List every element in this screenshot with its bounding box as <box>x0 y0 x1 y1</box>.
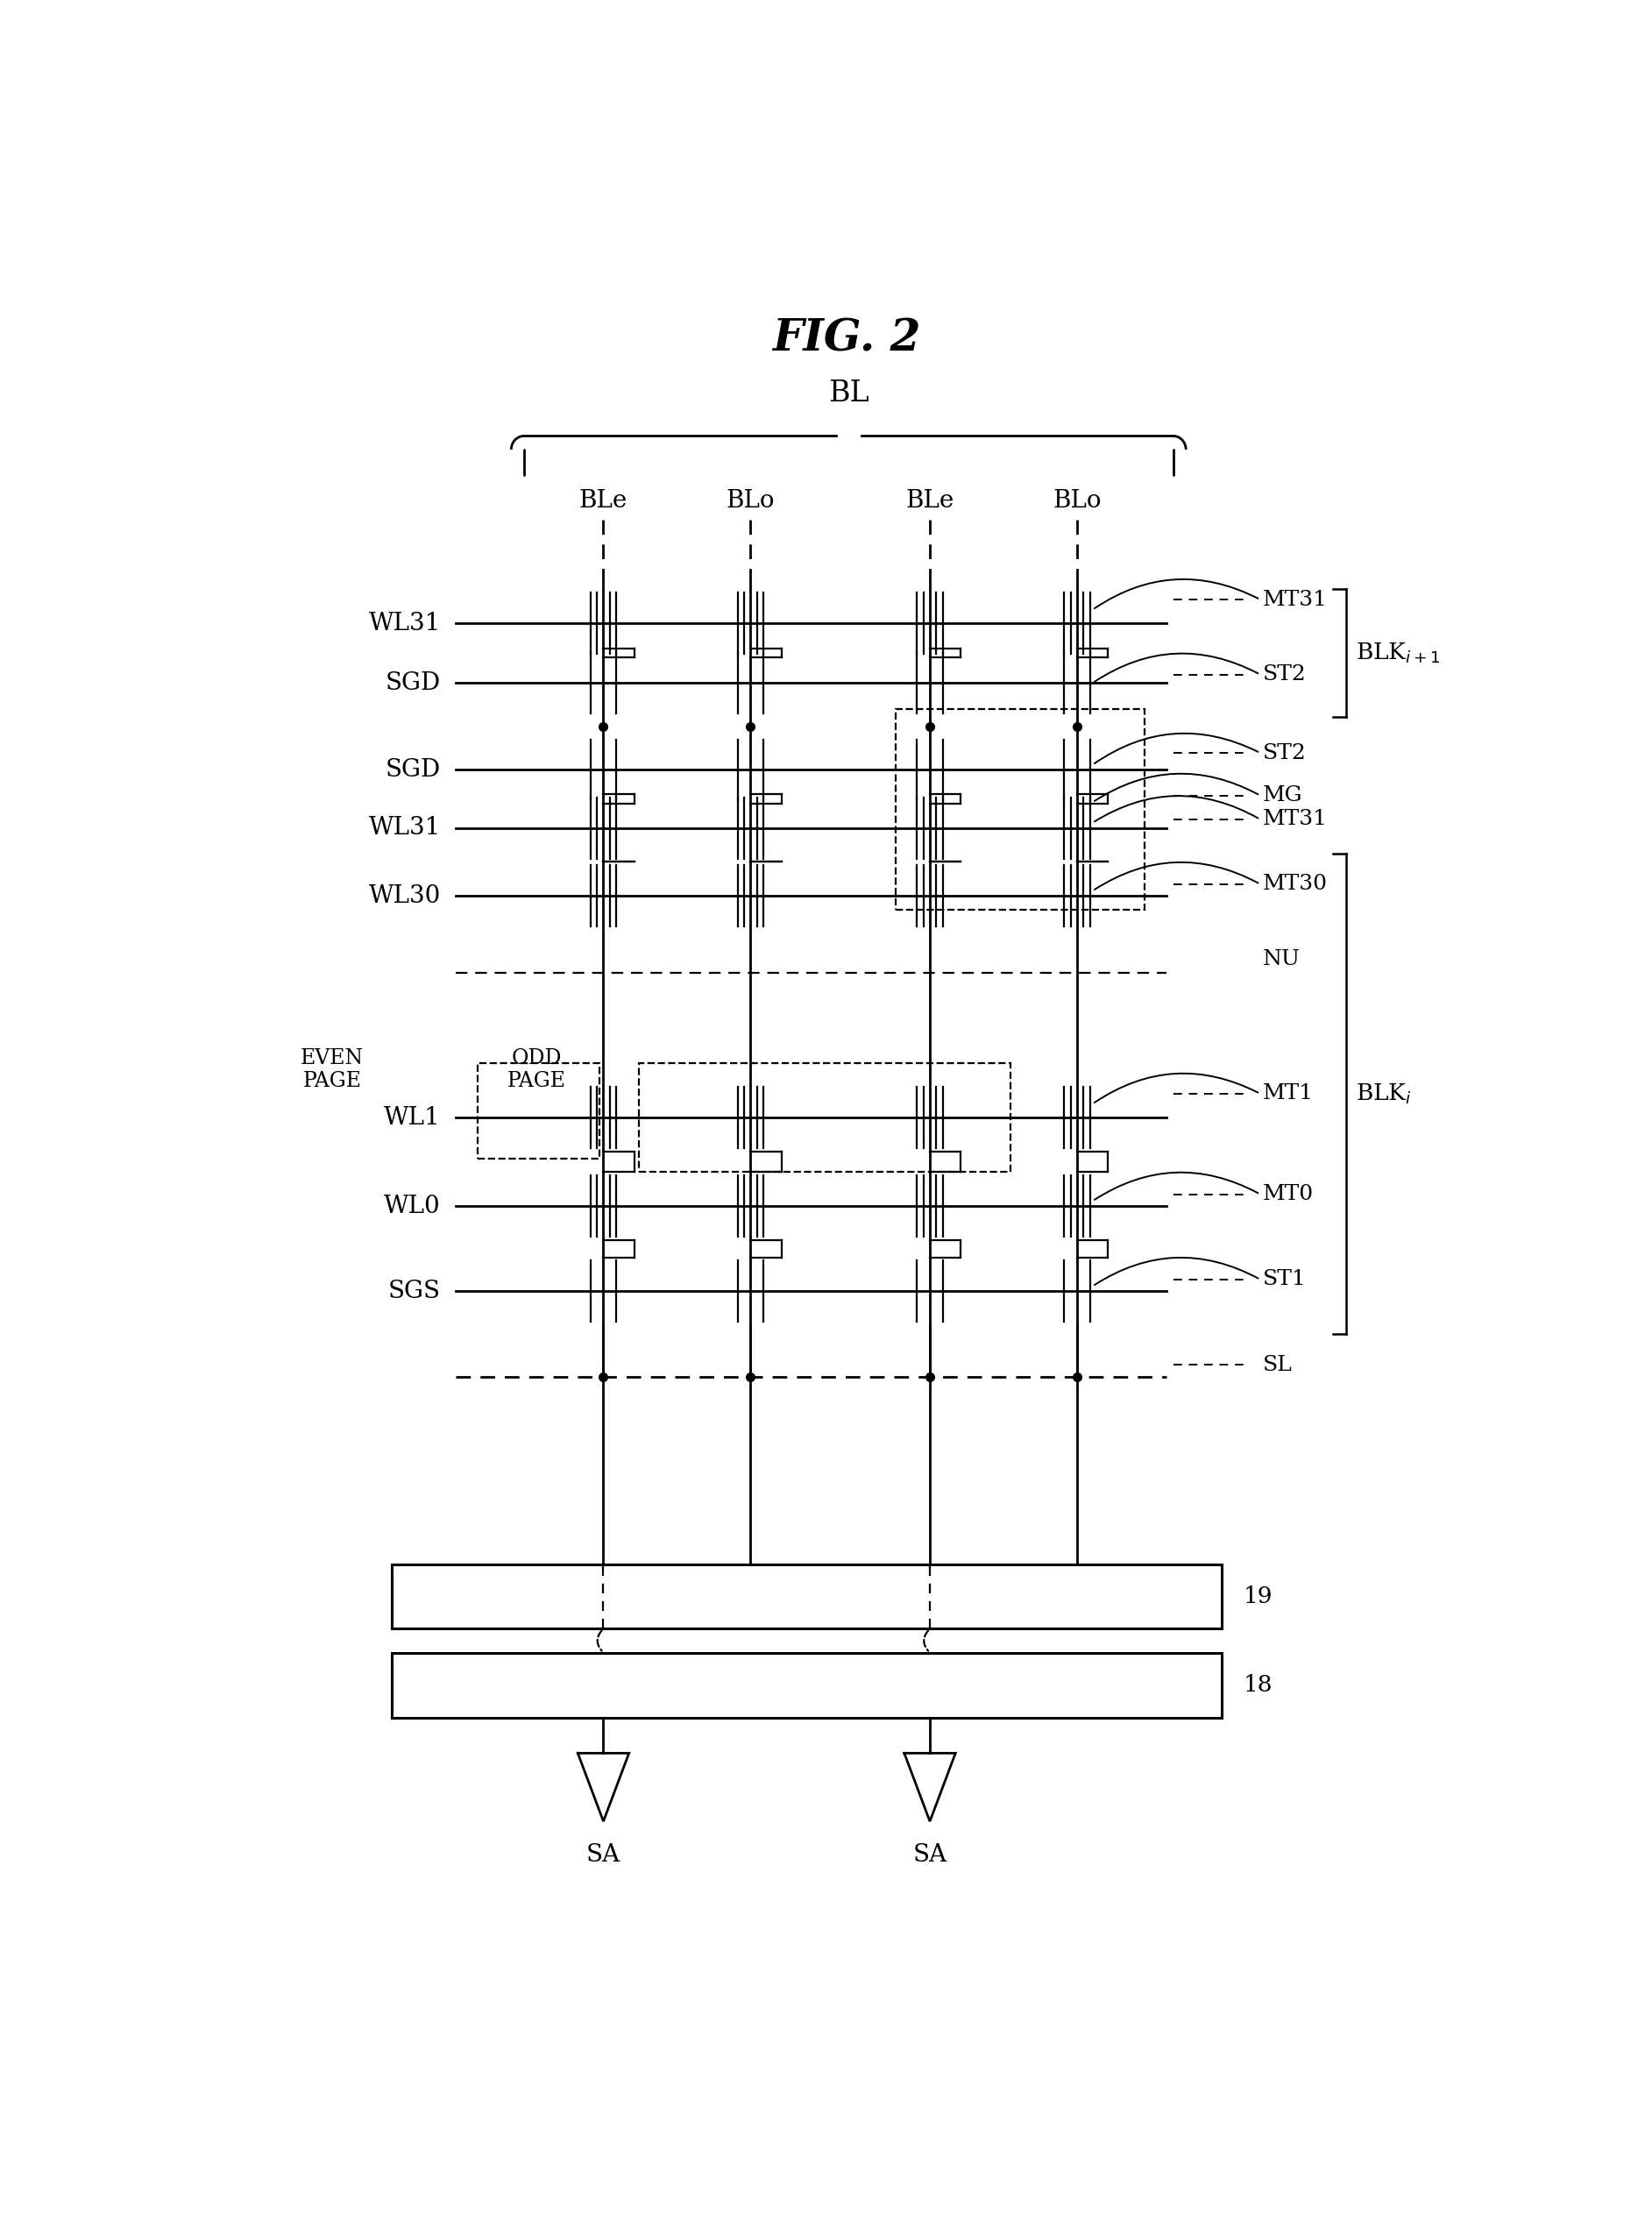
Text: MT31: MT31 <box>1262 589 1328 609</box>
Text: BLo: BLo <box>727 489 775 513</box>
Text: SA: SA <box>586 1843 621 1868</box>
Text: ST2: ST2 <box>1262 744 1307 763</box>
Text: ST2: ST2 <box>1262 664 1307 684</box>
Text: ODD
PAGE: ODD PAGE <box>507 1049 567 1091</box>
Text: MG: MG <box>1262 786 1303 806</box>
Text: EVEN
PAGE: EVEN PAGE <box>301 1049 363 1091</box>
Text: NU: NU <box>1262 949 1300 969</box>
Text: WL31: WL31 <box>368 611 441 635</box>
Bar <box>639 1062 1011 1173</box>
Text: MT0: MT0 <box>1262 1184 1313 1204</box>
Text: ST1: ST1 <box>1262 1270 1307 1290</box>
Bar <box>895 708 1145 910</box>
Text: FIG. 2: FIG. 2 <box>773 316 920 361</box>
Text: BLK$_{i+1}$: BLK$_{i+1}$ <box>1356 642 1441 666</box>
Bar <box>477 1062 600 1157</box>
Text: MT31: MT31 <box>1262 810 1328 830</box>
Text: SA: SA <box>912 1843 947 1868</box>
Text: 18: 18 <box>1244 1673 1274 1695</box>
Text: BL: BL <box>828 378 869 407</box>
Text: SGD: SGD <box>385 671 441 695</box>
Text: WL1: WL1 <box>383 1106 441 1129</box>
Text: SL: SL <box>1262 1354 1292 1374</box>
Text: BLe: BLe <box>580 489 628 513</box>
Text: BLK$_i$: BLK$_i$ <box>1356 1082 1412 1106</box>
Text: BLo: BLo <box>1052 489 1102 513</box>
Text: SGS: SGS <box>388 1279 441 1303</box>
Text: MT30: MT30 <box>1262 874 1328 894</box>
Text: WL0: WL0 <box>383 1195 441 1217</box>
Bar <box>392 1565 1222 1629</box>
Text: BLe: BLe <box>905 489 955 513</box>
Text: MT1: MT1 <box>1262 1084 1313 1104</box>
Bar <box>392 1653 1222 1717</box>
Text: 19: 19 <box>1244 1585 1274 1607</box>
Text: WL30: WL30 <box>368 885 441 907</box>
Text: WL31: WL31 <box>368 817 441 839</box>
Text: SGD: SGD <box>385 759 441 781</box>
